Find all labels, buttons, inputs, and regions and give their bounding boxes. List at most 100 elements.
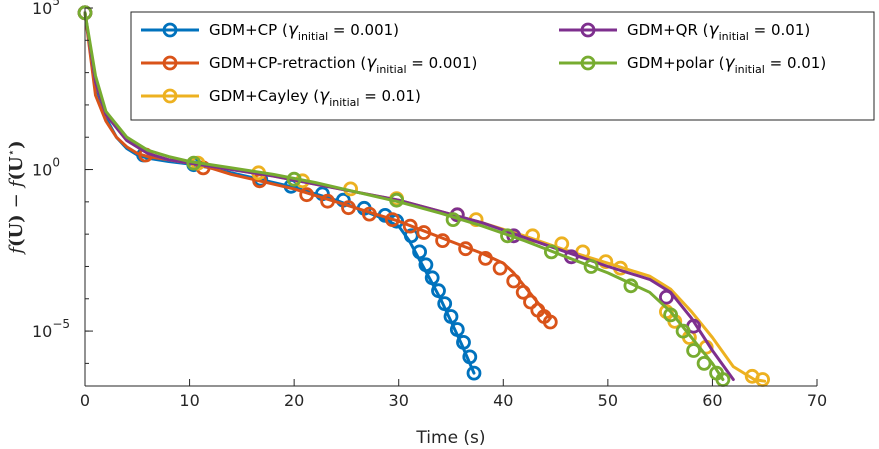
legend-label-main: GDM+CP ( (209, 21, 288, 39)
data-point (186, 155, 202, 171)
data-point (663, 307, 678, 323)
legend-label: GDM+CP-retraction (γinitial = 0.001) (209, 53, 477, 76)
x-tick-label: 20 (284, 391, 304, 410)
series-4 (77, 5, 731, 387)
data-point (449, 322, 465, 337)
y-label-star: ⋆ (4, 149, 18, 157)
legend-gamma-symbol: γ (709, 20, 720, 40)
data-point (458, 241, 474, 257)
series-line (83, 11, 725, 381)
y-tick-exponent: 5 (52, 0, 60, 8)
legend-gamma-symbol: γ (288, 20, 299, 40)
y-label-arg2: (U (6, 156, 27, 181)
legend-label: GDM+polar (γinitial = 0.01) (627, 53, 826, 76)
x-tick-label: 70 (807, 391, 827, 410)
legend-label: GDM+QR (γinitial = 0.01) (627, 20, 810, 43)
y-tick-label: 100 (32, 156, 60, 180)
data-point (515, 284, 531, 300)
data-point (598, 254, 614, 270)
legend-label-tail: = 0.01) (765, 54, 826, 72)
legend-gamma-symbol: γ (366, 53, 377, 73)
legend-label-subscript: initial (298, 30, 328, 43)
legend-label: GDM+Cayley (γinitial = 0.01) (209, 86, 421, 109)
data-point (686, 343, 701, 358)
data-point (286, 171, 302, 187)
data-point (542, 314, 558, 330)
data-point (675, 323, 691, 339)
legend-entry-3: GDM+QR (γinitial = 0.01) (559, 20, 810, 43)
y-axis-label: f(U)−f(U⋆) (4, 140, 27, 255)
legend-swatch-marker (162, 55, 178, 71)
data-point (506, 273, 522, 289)
legend-label-tail: = 0.01) (359, 87, 420, 105)
legend-entry-0: GDM+CP (γinitial = 0.001) (141, 20, 399, 43)
data-point (361, 206, 377, 222)
legend-label-tail: = 0.01) (749, 21, 810, 39)
legend-label-tail: = 0.001) (328, 21, 399, 39)
legend-entry-1: GDM+CP-retraction (γinitial = 0.001) (141, 53, 477, 76)
data-point (623, 278, 639, 294)
data-point (443, 309, 459, 324)
data-point (299, 187, 315, 203)
x-tick-label: 30 (389, 391, 409, 410)
y-tick-label: 105 (32, 0, 60, 18)
x-ticks: 0 10 20 30 40 50 60 70 (80, 379, 827, 410)
legend-swatch-marker (162, 88, 178, 104)
y-tick-exponent: −5 (52, 317, 70, 331)
data-point (389, 192, 405, 208)
legend-entry-4: GDM+polar (γinitial = 0.01) (559, 53, 826, 76)
data-point (456, 334, 471, 350)
legend-label-main: GDM+CP-retraction ( (209, 54, 366, 72)
data-point (320, 193, 336, 209)
data-point (659, 289, 674, 305)
legend-gamma-symbol: γ (319, 86, 330, 106)
data-point (435, 233, 451, 249)
y-tick-base: 10 (32, 322, 52, 341)
x-tick-label: 50 (598, 391, 618, 410)
legend-label-subscript: initial (329, 96, 359, 109)
x-tick-label: 0 (80, 391, 90, 410)
data-point (384, 212, 400, 228)
x-tick-label: 10 (179, 391, 199, 410)
data-point (402, 218, 418, 234)
legend-label-subscript: initial (719, 30, 749, 43)
data-point (466, 365, 482, 381)
data-point (437, 296, 453, 312)
y-tick-base: 10 (32, 0, 52, 18)
data-point (462, 349, 478, 365)
legend-swatch-marker (580, 22, 596, 38)
data-point (431, 283, 446, 299)
y-label-minus: − (6, 193, 27, 208)
legend-label: GDM+CP (γinitial = 0.001) (209, 20, 399, 43)
legend: GDM+CP (γinitial = 0.001)GDM+CP-retracti… (130, 11, 875, 121)
data-point (424, 270, 440, 286)
y-label-arg1: (U) (6, 214, 27, 247)
data-point (544, 244, 559, 260)
axes-layer (84, 8, 817, 387)
data-point (583, 259, 599, 274)
x-axis-label: Time (s) (415, 428, 485, 448)
y-tick-base: 10 (32, 161, 52, 180)
data-point (500, 228, 515, 244)
data-point (492, 260, 508, 276)
legend-label-subscript: initial (735, 63, 765, 76)
x-tick-label: 60 (702, 391, 722, 410)
legend-label-main: GDM+polar ( (627, 54, 725, 72)
data-point (696, 355, 712, 371)
x-tick-label: 40 (493, 391, 513, 410)
data-point (341, 200, 356, 216)
data-point (445, 212, 461, 228)
legend-box (130, 11, 875, 121)
legend-label-main: GDM+QR ( (627, 21, 709, 39)
y-label-close: ) (6, 140, 27, 149)
legend-gamma-symbol: γ (725, 53, 736, 73)
legend-swatch-marker (162, 22, 178, 38)
legend-entry-2: GDM+Cayley (γinitial = 0.01) (141, 86, 421, 109)
data-point (418, 257, 434, 273)
data-point (412, 244, 428, 260)
data-point (416, 225, 432, 240)
data-point (478, 250, 493, 266)
legend-swatch-marker (580, 55, 596, 71)
data-point (523, 294, 538, 310)
